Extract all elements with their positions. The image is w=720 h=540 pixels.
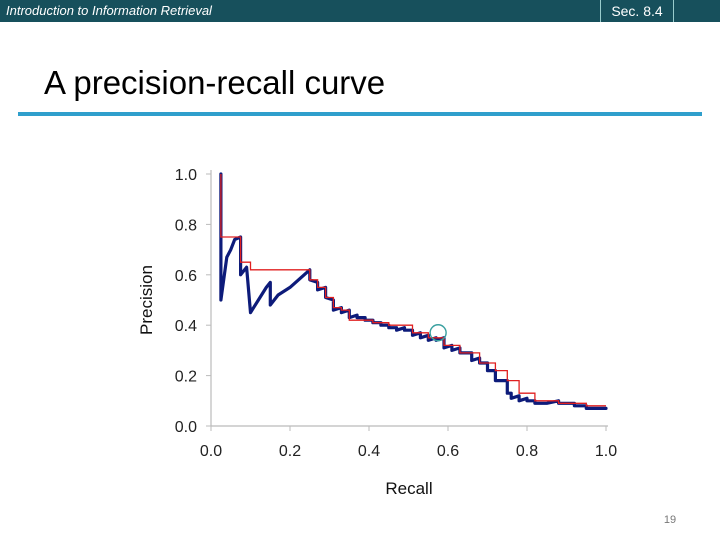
header-bar: Introduction to Information Retrieval Se…	[0, 0, 720, 22]
y-axis-label: Precision	[137, 265, 156, 335]
y-tick-label: 0.0	[175, 419, 197, 436]
chart-axes: 0.0 0.2 0.4 0.6 0.8 1.0 0.0 0.2 0.4 0.6 0.8 1.0	[175, 167, 617, 460]
y-tick-label: 0.2	[175, 369, 197, 386]
slide-title: A precision-recall curve	[44, 64, 386, 101]
x-tick-label: 0.2	[279, 443, 301, 460]
x-tick-label: 0.4	[358, 443, 380, 460]
interpolated-precision-series-line	[220, 174, 606, 407]
y-tick-label: 1.0	[175, 167, 197, 184]
highlight-circle-marker	[429, 324, 447, 342]
x-axis-label: Recall	[385, 479, 432, 498]
chart-marks	[219, 172, 608, 410]
course-title: Introduction to Information Retrieval	[6, 3, 212, 18]
section-label: Sec. 8.4	[600, 0, 674, 22]
x-tick-label: 1.0	[595, 443, 617, 460]
x-tick-label: 0.6	[437, 443, 459, 460]
precision-recall-series-line	[219, 172, 608, 410]
y-tick-label: 0.4	[175, 318, 197, 335]
y-tick-label: 0.8	[175, 217, 197, 234]
y-tick-label: 0.6	[175, 268, 197, 285]
page-number: 19	[663, 514, 677, 526]
title-rule	[18, 112, 702, 116]
x-tick-label: 0.0	[200, 443, 222, 460]
x-tick-label: 0.8	[516, 443, 538, 460]
